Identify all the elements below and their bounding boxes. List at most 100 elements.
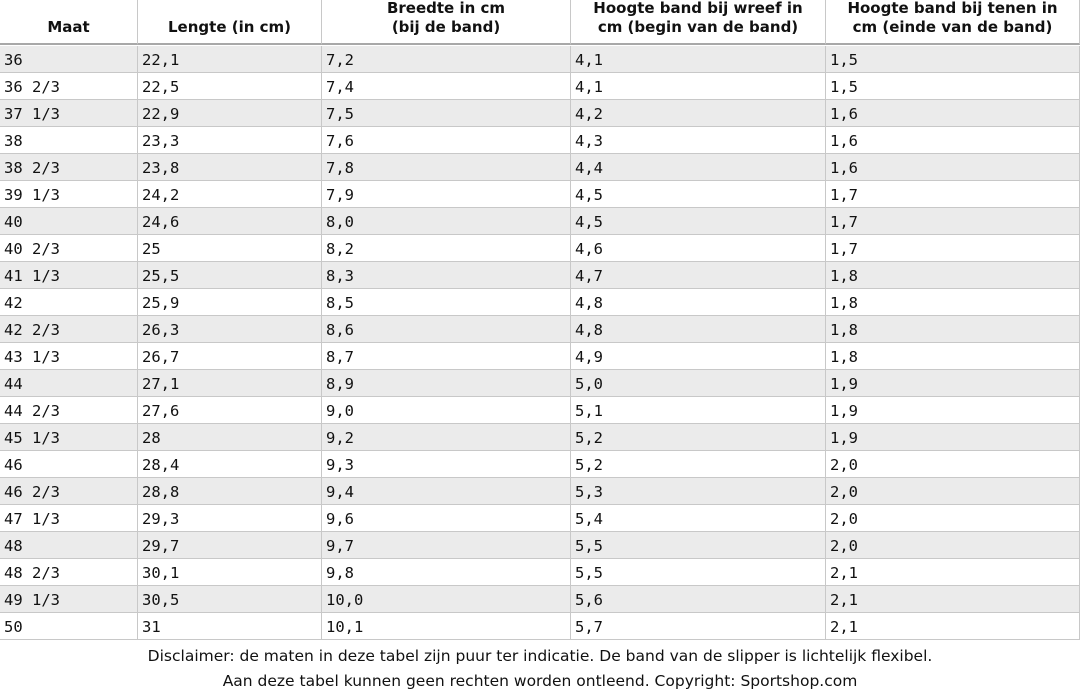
table-cell: 10,1	[322, 613, 571, 639]
cell-text: 24,6	[142, 213, 180, 231]
cell-text: 22,9	[142, 105, 180, 123]
table-cell: 36 2/3	[0, 73, 138, 99]
cell-text: 24,2	[142, 186, 180, 204]
table-cell: 10,0	[322, 586, 571, 612]
cell-text: 28	[142, 429, 161, 447]
table-row: 38 23,3 7,6 4,3 1,6	[0, 127, 1080, 154]
cell-text: 5,7	[575, 618, 603, 636]
table-cell: 22,1	[138, 46, 322, 72]
cell-text: 4,8	[575, 294, 603, 312]
cell-text: 2,1	[830, 618, 858, 636]
cell-text: 4,5	[575, 186, 603, 204]
cell-text: 22,1	[142, 51, 180, 69]
table-cell: 38	[0, 127, 138, 153]
cell-text: 10,1	[326, 618, 364, 636]
table-cell: 43 1/3	[0, 343, 138, 369]
table-cell: 9,8	[322, 559, 571, 585]
cell-text: 42	[4, 294, 23, 312]
table-cell: 5,7	[571, 613, 826, 639]
cell-text: 30,5	[142, 591, 180, 609]
header-line: (bij de band)	[391, 18, 501, 36]
table-cell: 46	[0, 451, 138, 477]
table-cell: 1,9	[826, 424, 1080, 450]
header-text: Hoogte band bij wreef in cm (begin van de…	[571, 0, 825, 37]
header-line: Breedte in cm	[386, 0, 506, 17]
cell-text: 9,3	[326, 456, 354, 474]
table-row: 44 27,1 8,9 5,0 1,9	[0, 370, 1080, 397]
table-cell: 5,3	[571, 478, 826, 504]
table-row: 43 1/3 26,7 8,7 4,9 1,8	[0, 343, 1080, 370]
table-cell: 8,3	[322, 262, 571, 288]
table-cell: 31	[138, 613, 322, 639]
disclaimer: Disclaimer: de maten in deze tabel zijn …	[0, 641, 1080, 692]
cell-text: 2,1	[830, 564, 858, 582]
table-cell: 50	[0, 613, 138, 639]
table-cell: 9,6	[322, 505, 571, 531]
table-row: 36 22,1 7,2 4,1 1,5	[0, 46, 1080, 73]
table-cell: 4,9	[571, 343, 826, 369]
table-cell: 42 2/3	[0, 316, 138, 342]
table-cell: 2,0	[826, 451, 1080, 477]
cell-text: 44 2/3	[4, 402, 60, 420]
cell-text: 10,0	[326, 591, 364, 609]
cell-text: 40	[4, 213, 23, 231]
cell-text: 36	[4, 51, 23, 69]
cell-text: 5,0	[575, 375, 603, 393]
table-cell: 9,4	[322, 478, 571, 504]
cell-text: 1,7	[830, 240, 858, 258]
table-cell: 28	[138, 424, 322, 450]
cell-text: 9,8	[326, 564, 354, 582]
table-cell: 9,0	[322, 397, 571, 423]
table-cell: 2,0	[826, 532, 1080, 558]
cell-text: 37 1/3	[4, 105, 60, 123]
cell-text: 44	[4, 375, 23, 393]
table-cell: 4,1	[571, 73, 826, 99]
cell-text: 8,2	[326, 240, 354, 258]
header-cell: Hoogte band bij wreef in cm (begin van de…	[571, 0, 826, 45]
cell-text: 27,6	[142, 402, 180, 420]
cell-text: 50	[4, 618, 23, 636]
cell-text: 39 1/3	[4, 186, 60, 204]
table-cell: 1,7	[826, 235, 1080, 261]
table-cell: 5,2	[571, 424, 826, 450]
table-cell: 25	[138, 235, 322, 261]
table-cell: 26,7	[138, 343, 322, 369]
cell-text: 5,2	[575, 429, 603, 447]
cell-text: 25	[142, 240, 161, 258]
cell-text: 1,5	[830, 78, 858, 96]
table-row: 37 1/3 22,9 7,5 4,2 1,6	[0, 100, 1080, 127]
cell-text: 2,0	[830, 456, 858, 474]
table-cell: 44 2/3	[0, 397, 138, 423]
table-cell: 24,2	[138, 181, 322, 207]
table-cell: 7,9	[322, 181, 571, 207]
table-row: 44 2/3 27,6 9,0 5,1 1,9	[0, 397, 1080, 424]
cell-text: 8,6	[326, 321, 354, 339]
cell-text: 26,7	[142, 348, 180, 366]
cell-text: 31	[142, 618, 161, 636]
table-row: 46 2/3 28,8 9,4 5,3 2,0	[0, 478, 1080, 505]
table-cell: 4,6	[571, 235, 826, 261]
table-row: 42 2/3 26,3 8,6 4,8 1,8	[0, 316, 1080, 343]
table-row: 49 1/3 30,5 10,0 5,6 2,1	[0, 586, 1080, 613]
cell-text: 5,3	[575, 483, 603, 501]
disclaimer-line: Disclaimer: de maten in deze tabel zijn …	[0, 644, 1080, 669]
cell-text: 5,2	[575, 456, 603, 474]
table-cell: 24,6	[138, 208, 322, 234]
table-cell: 1,6	[826, 127, 1080, 153]
header-cell: Lengte (in cm)	[138, 0, 322, 45]
cell-text: 9,4	[326, 483, 354, 501]
table-cell: 28,8	[138, 478, 322, 504]
table-row: 38 2/3 23,8 7,8 4,4 1,6	[0, 154, 1080, 181]
cell-text: 5,1	[575, 402, 603, 420]
cell-text: 8,5	[326, 294, 354, 312]
table-row: 50 31 10,1 5,7 2,1	[0, 613, 1080, 640]
table-cell: 9,2	[322, 424, 571, 450]
cell-text: 7,4	[326, 78, 354, 96]
cell-text: 7,5	[326, 105, 354, 123]
cell-text: 4,6	[575, 240, 603, 258]
cell-text: 38	[4, 132, 23, 150]
cell-text: 42 2/3	[4, 321, 60, 339]
table-cell: 4,4	[571, 154, 826, 180]
table-cell: 1,7	[826, 208, 1080, 234]
header-cell: Hoogte band bij tenen in cm (einde van de…	[826, 0, 1080, 45]
